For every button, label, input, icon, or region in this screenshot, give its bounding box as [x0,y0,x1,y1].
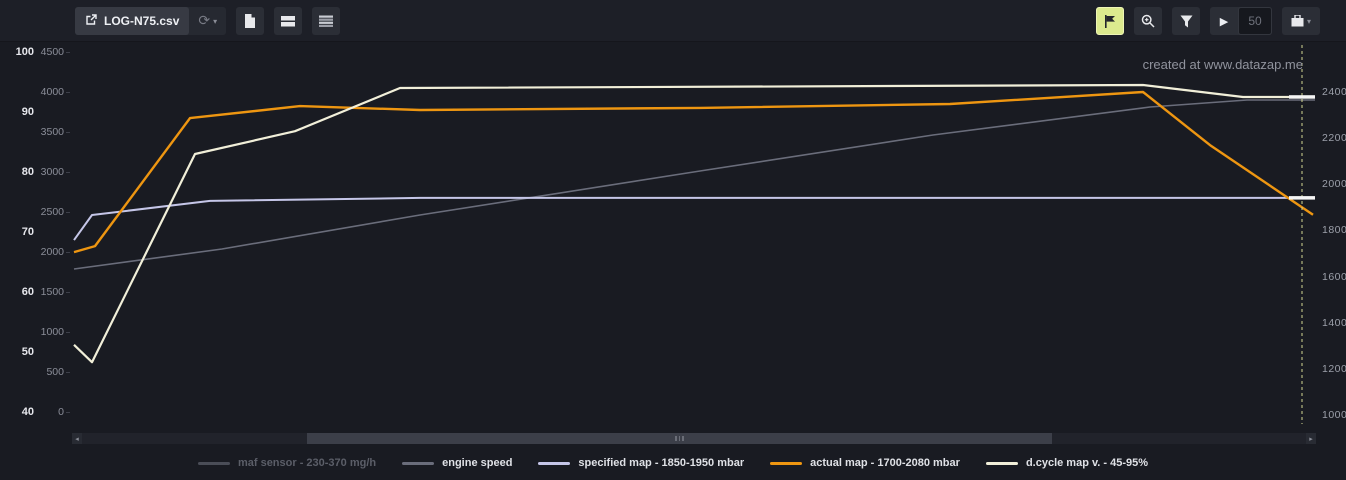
play-count-input[interactable]: 50 [1238,7,1272,35]
filter-icon [1180,15,1193,28]
y-axis-mbar-tick-label: 1800 [1322,224,1346,237]
y-axis-mbar-tick-label: 2000 [1322,178,1346,191]
legend-swatch [770,461,803,465]
axis-tick-mark [66,332,70,333]
file-icon [244,14,256,28]
legend-label: engine speed [442,457,513,469]
legend-label: actual map - 1700-2080 mbar [810,457,960,469]
y-axis-mbar-tick-label: 1200 [1322,362,1346,375]
axis-tick-mark [66,412,70,413]
y-axis-rpm-tick-label: 4500 [40,46,64,58]
flag-icon [1104,14,1116,28]
toolbar-left-group: LOG-N75.csv ⟳ ▾ [75,7,341,35]
chevron-down-icon: ▾ [1306,16,1311,26]
legend-swatch [538,461,571,465]
legend-label: d.cycle map v. - 45-95% [1025,457,1149,469]
file-tab-group: LOG-N75.csv ⟳ ▾ [75,7,227,35]
filter-button[interactable] [1172,7,1200,35]
toolbox-button[interactable]: ▾ [1282,7,1320,35]
zoom-in-icon [1141,14,1155,28]
new-file-button[interactable] [236,7,265,35]
toolbar-right-group: ▶ 50 ▾ [1096,7,1320,35]
y-axis-rpm-tick-label: 2000 [40,246,64,258]
axis-tick-mark [66,372,70,373]
y-axis-rpm-tick-label: 2500 [40,206,64,218]
series-line [73,196,1315,241]
scrollbar-thumb[interactable] [307,433,1052,444]
zoom-button[interactable] [1134,7,1162,35]
legend-label: specified map - 1850-1950 mbar [578,457,745,469]
axis-tick-mark [66,252,70,253]
axis-tick-mark [66,172,70,173]
legend-label: maf sensor - 230-370 mg/h [237,457,377,469]
file-tab[interactable]: LOG-N75.csv [75,7,190,35]
y-axis-rpm-tick-label: 4000 [40,86,64,98]
file-tab-label: LOG-N75.csv [104,14,180,28]
play-icon: ▶ [1219,14,1229,28]
y-axis-pct-tick-label: 90 [21,106,34,118]
watermark: created at www.datazap.me [1142,57,1303,72]
series-line [73,99,1315,270]
legend-item[interactable]: maf sensor - 230-370 mg/h [197,457,377,469]
legend-item[interactable]: specified map - 1850-1950 mbar [538,457,744,469]
y-axis-pct-tick-label: 70 [21,226,34,238]
legend-item[interactable]: actual map - 1700-2080 mbar [770,457,960,469]
y-axis-mbar-tick-label: 2400 [1322,86,1346,98]
legend-swatch [402,461,435,465]
rows-view-button[interactable] [274,7,303,35]
axis-tick-mark [66,52,70,53]
scroll-left-arrow-icon[interactable]: ◂ [72,433,82,444]
y-axis-rpm-tick-label: 3500 [40,126,64,138]
grip-icon [678,436,681,441]
series-line [73,90,1314,254]
axis-tick-mark [66,292,70,293]
toolbar: LOG-N75.csv ⟳ ▾ [0,0,1346,42]
y-axis-rpm-tick-label: 500 [46,366,64,378]
legend-item[interactable]: d.cycle map v. - 45-95% [985,457,1149,469]
axis-tick-mark [66,92,70,93]
y-axis-rpm-tick-label: 1500 [40,286,64,298]
grip-icon [682,436,684,441]
play-button[interactable]: ▶ [1210,7,1238,35]
y-axis-pct-tick-label: 80 [21,166,34,178]
y-axis-mbar-tick-label: 2200 [1322,132,1346,145]
y-axis-rpm-tick-label: 1000 [40,326,64,338]
open-file-icon [85,13,98,29]
rows-icon [281,15,296,27]
y-axis-pct-tick-label: 60 [21,286,34,298]
toolbox-icon: ▾ [1291,15,1311,27]
y-axis-mbar-tick-label: 1400 [1322,316,1346,329]
legend-swatch [197,461,230,465]
grip-icon [675,436,677,441]
cursor-value-marker [1289,196,1315,200]
y-axis-mbar-tick-label: 1000 [1322,409,1346,421]
chevron-down-icon: ▾ [213,16,218,26]
y-axis-pct-tick-label: 40 [21,406,34,418]
refresh-icon: ⟳ [198,13,211,29]
cursor-value-marker [1289,95,1315,99]
refresh-button[interactable]: ⟳ ▾ [189,14,226,28]
list-icon [319,15,334,27]
y-axis-pct-tick-label: 100 [15,46,34,58]
axis-tick-mark [66,212,70,213]
chart-legend: maf sensor - 230-370 mg/h engine speed spe… [0,452,1346,474]
scrollbar-track[interactable] [82,433,1306,444]
playback-group: ▶ 50 [1210,7,1272,35]
axis-tick-mark [66,132,70,133]
scroll-right-arrow-icon[interactable]: ▸ [1306,433,1316,444]
y-axis-rpm-tick-label: 0 [58,406,64,418]
chart-plot-area[interactable]: 100 90 80 70 60 50 40 4500 4000 3500 3000 2500 2000 1… [0,42,1346,432]
legend-swatch [985,461,1018,465]
y-axis-rpm-tick-label: 3000 [40,166,64,178]
legend-item[interactable]: engine speed [402,457,512,469]
horizontal-scrollbar: ◂ ▸ [72,433,1316,444]
series-line [73,83,1315,364]
y-axis-mbar-tick-label: 1600 [1322,270,1346,283]
list-view-button[interactable] [312,7,341,35]
flag-button[interactable] [1096,7,1124,35]
y-axis-pct-tick-label: 50 [21,346,34,358]
